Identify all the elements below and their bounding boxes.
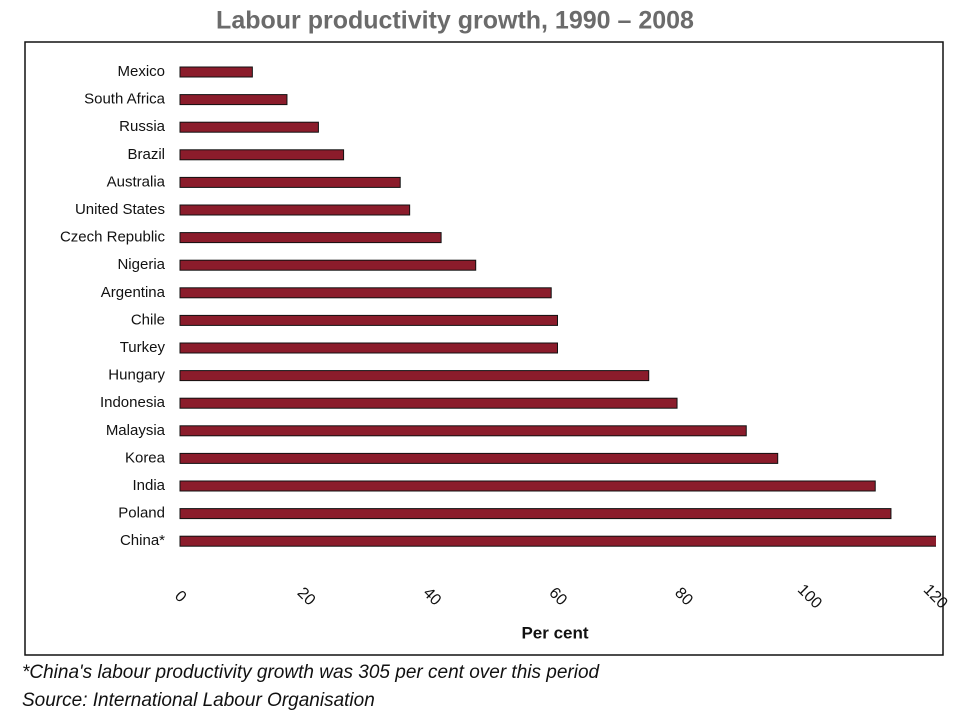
- y-tick-label: India: [132, 477, 165, 494]
- y-tick-label: Brazil: [127, 146, 165, 163]
- x-tick-label: 100: [794, 581, 825, 612]
- bar: [179, 342, 558, 354]
- chart-title: Labour productivity growth, 1990 – 2008: [216, 7, 694, 35]
- bar: [179, 480, 876, 492]
- x-tick-label: 20: [294, 584, 319, 609]
- bar: [179, 370, 650, 382]
- y-tick-label: Russia: [119, 118, 166, 135]
- footnote: *China's labour productivity growth was …: [22, 662, 601, 683]
- bar: [179, 121, 319, 133]
- bar: [179, 232, 442, 244]
- x-tick-label: 0: [171, 588, 189, 606]
- y-tick-label: Poland: [118, 505, 165, 522]
- bar: [179, 149, 345, 161]
- y-tick-label: Chile: [131, 311, 165, 328]
- bars: [179, 66, 936, 547]
- y-tick-label: Malaysia: [106, 422, 166, 439]
- y-tick-label: Australia: [107, 173, 166, 190]
- bar: [179, 314, 558, 326]
- y-tick-label: South Africa: [84, 91, 166, 108]
- x-tick-label: 120: [920, 581, 951, 612]
- y-tick-label: Czech Republic: [60, 229, 166, 246]
- bar: [179, 66, 253, 78]
- y-tick-label: Indonesia: [100, 394, 166, 411]
- x-tick-label: 60: [545, 584, 570, 609]
- x-tick-label: 80: [671, 584, 696, 609]
- y-tick-label: Nigeria: [117, 256, 165, 273]
- bar: [179, 397, 678, 409]
- y-tick-label: Argentina: [101, 284, 166, 301]
- source-note: Source: International Labour Organisatio…: [22, 690, 375, 711]
- y-tick-label: Korea: [125, 449, 166, 466]
- chart-frame: [24, 41, 944, 656]
- bar: [179, 452, 779, 464]
- y-tick-label: Mexico: [117, 63, 165, 80]
- y-tick-label: United States: [75, 201, 165, 218]
- bar: [179, 94, 288, 106]
- bar: [179, 508, 892, 520]
- y-tick-label: China*: [120, 532, 165, 549]
- bar: [179, 425, 747, 437]
- x-axis-label: Per cent: [521, 623, 588, 642]
- bar: [179, 176, 401, 188]
- bar: [179, 204, 411, 216]
- x-tick-label: 40: [420, 584, 445, 609]
- bar: [179, 535, 936, 547]
- y-tick-label: Hungary: [108, 367, 165, 384]
- bar: [179, 259, 477, 271]
- bar: [179, 287, 552, 299]
- y-tick-label: Turkey: [120, 339, 166, 356]
